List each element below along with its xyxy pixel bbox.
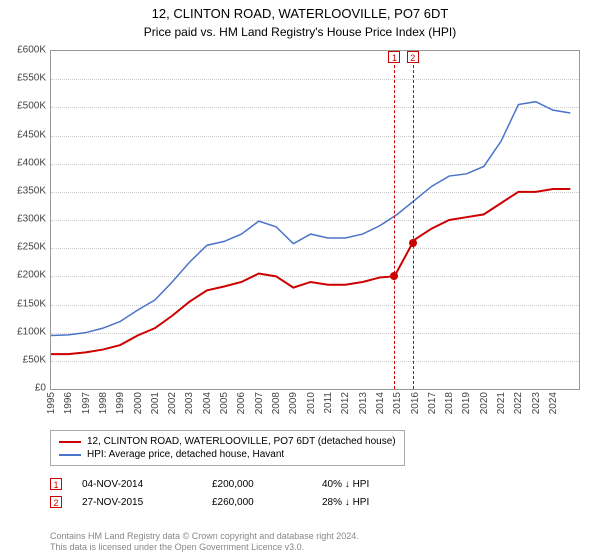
y-axis-tick: £450K bbox=[17, 129, 46, 140]
chart-area: 12 £0£50K£100K£150K£200K£250K£300K£350K£… bbox=[50, 50, 580, 390]
x-axis-tick: 2006 bbox=[236, 392, 247, 414]
y-axis-tick: £150K bbox=[17, 298, 46, 309]
x-axis-tick: 1996 bbox=[63, 392, 74, 414]
plot-region: 12 bbox=[50, 50, 580, 390]
x-axis-tick: 2021 bbox=[496, 392, 507, 414]
x-axis-tick: 2001 bbox=[150, 392, 161, 414]
chart-container: 12, CLINTON ROAD, WATERLOOVILLE, PO7 6DT… bbox=[0, 0, 600, 560]
series-hpi bbox=[51, 102, 570, 336]
y-axis-tick: £250K bbox=[17, 242, 46, 253]
sale-marker-line bbox=[413, 65, 414, 389]
x-axis-tick: 2000 bbox=[133, 392, 144, 414]
footer-line-1: Contains HM Land Registry data © Crown c… bbox=[50, 531, 359, 543]
legend-item: HPI: Average price, detached house, Hava… bbox=[59, 448, 396, 461]
x-axis-tick: 2005 bbox=[219, 392, 230, 414]
y-axis-tick: £550K bbox=[17, 73, 46, 84]
series-property bbox=[51, 189, 570, 354]
legend-swatch bbox=[59, 441, 81, 443]
sale-point bbox=[390, 272, 398, 280]
y-axis-tick: £100K bbox=[17, 326, 46, 337]
sale-diff: 40% ↓ HPI bbox=[322, 479, 412, 490]
y-axis-tick: £350K bbox=[17, 185, 46, 196]
legend-item: 12, CLINTON ROAD, WATERLOOVILLE, PO7 6DT… bbox=[59, 435, 396, 448]
x-axis-tick: 2014 bbox=[375, 392, 386, 414]
chart-subtitle: Price paid vs. HM Land Registry's House … bbox=[0, 23, 600, 39]
sale-price: £200,000 bbox=[212, 479, 302, 490]
legend-label: 12, CLINTON ROAD, WATERLOOVILLE, PO7 6DT… bbox=[87, 436, 396, 447]
x-axis-tick: 2024 bbox=[548, 392, 559, 414]
x-axis-tick: 1999 bbox=[115, 392, 126, 414]
x-axis-tick: 2003 bbox=[184, 392, 195, 414]
y-axis-tick: £300K bbox=[17, 214, 46, 225]
x-axis-tick: 2010 bbox=[306, 392, 317, 414]
x-axis-tick: 1995 bbox=[46, 392, 57, 414]
x-axis-tick: 2018 bbox=[444, 392, 455, 414]
legend-swatch bbox=[59, 454, 81, 456]
x-axis-tick: 2004 bbox=[202, 392, 213, 414]
x-axis-tick: 2008 bbox=[271, 392, 282, 414]
sale-marker-label: 1 bbox=[388, 51, 400, 63]
chart-title: 12, CLINTON ROAD, WATERLOOVILLE, PO7 6DT bbox=[0, 0, 600, 23]
x-axis-tick: 2007 bbox=[254, 392, 265, 414]
footer-attribution: Contains HM Land Registry data © Crown c… bbox=[50, 531, 359, 554]
sale-row-marker: 2 bbox=[50, 496, 62, 508]
y-axis-tick: £400K bbox=[17, 157, 46, 168]
x-axis-tick: 2011 bbox=[323, 392, 334, 414]
x-axis-tick: 2013 bbox=[358, 392, 369, 414]
x-axis-tick: 2009 bbox=[288, 392, 299, 414]
sale-price: £260,000 bbox=[212, 497, 302, 508]
y-axis-tick: £200K bbox=[17, 270, 46, 281]
x-axis-tick: 2023 bbox=[531, 392, 542, 414]
footer-line-2: This data is licensed under the Open Gov… bbox=[50, 542, 359, 554]
sale-date: 04-NOV-2014 bbox=[82, 479, 192, 490]
y-axis-tick: £500K bbox=[17, 101, 46, 112]
sale-point bbox=[409, 239, 417, 247]
y-axis-tick: £50K bbox=[23, 354, 46, 365]
sale-row-marker: 1 bbox=[50, 478, 62, 490]
x-axis-tick: 1998 bbox=[98, 392, 109, 414]
x-axis-tick: 2016 bbox=[410, 392, 421, 414]
line-series bbox=[51, 51, 579, 389]
sale-diff: 28% ↓ HPI bbox=[322, 497, 412, 508]
x-axis-tick: 1997 bbox=[81, 392, 92, 414]
legend-label: HPI: Average price, detached house, Hava… bbox=[87, 449, 284, 460]
x-axis-tick: 2020 bbox=[479, 392, 490, 414]
x-axis-tick: 2012 bbox=[340, 392, 351, 414]
sale-date: 27-NOV-2015 bbox=[82, 497, 192, 508]
x-axis-tick: 2017 bbox=[427, 392, 438, 414]
sale-marker-label: 2 bbox=[407, 51, 419, 63]
sale-row: 1 04-NOV-2014 £200,000 40% ↓ HPI bbox=[50, 475, 412, 493]
y-axis-tick: £600K bbox=[17, 45, 46, 56]
y-axis-tick: £0 bbox=[35, 383, 46, 394]
sales-table: 1 04-NOV-2014 £200,000 40% ↓ HPI 2 27-NOV-201… bbox=[50, 475, 412, 511]
x-axis-tick: 2022 bbox=[513, 392, 524, 414]
x-axis-tick: 2019 bbox=[461, 392, 472, 414]
x-axis-tick: 2002 bbox=[167, 392, 178, 414]
x-axis-tick: 2015 bbox=[392, 392, 403, 414]
sale-row: 2 27-NOV-2015 £260,000 28% ↓ HPI bbox=[50, 493, 412, 511]
legend: 12, CLINTON ROAD, WATERLOOVILLE, PO7 6DT… bbox=[50, 430, 405, 466]
sale-marker-line bbox=[394, 65, 395, 389]
